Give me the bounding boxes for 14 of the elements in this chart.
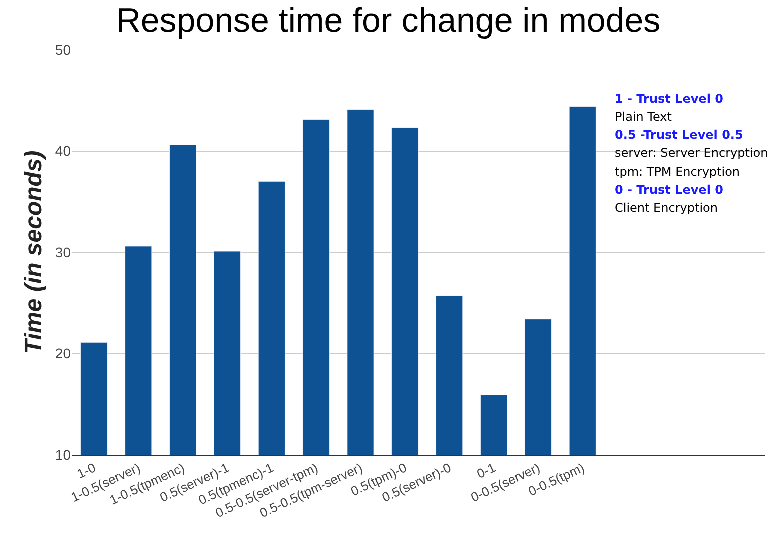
text: Plain Text [615, 110, 672, 124]
y-axis-title: Time (in seconds) [20, 150, 48, 354]
y-tick-label: 30 [55, 244, 72, 260]
chart-title: Response time for change in modes [116, 2, 661, 40]
text: Client Encryption [615, 201, 718, 215]
y-tick-label: 50 [55, 42, 72, 58]
text: tpm: TPM Encryption [615, 165, 740, 179]
text: server: Server Encryption [615, 146, 768, 160]
text: 0.5 -Trust Level 0.5 [615, 128, 744, 142]
y-tick-label: 40 [55, 143, 72, 160]
text: 0 - Trust Level 0 [615, 183, 724, 197]
y-tick-label: 20 [55, 346, 72, 362]
y-tick-label: 10 [55, 446, 72, 463]
text: 1 - Trust Level 0 [615, 92, 724, 106]
